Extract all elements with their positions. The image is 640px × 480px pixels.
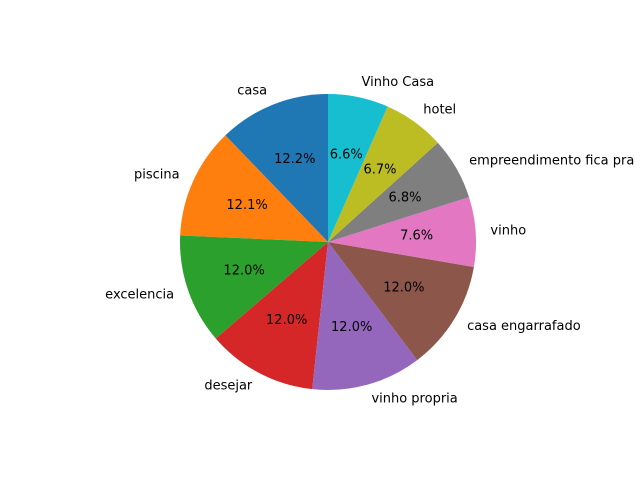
percent-label-casa-engarrafado: 12.0% (383, 281, 424, 296)
pie-slice-excelencia (180, 235, 328, 339)
percent-label-desejar: 12.0% (266, 313, 307, 328)
category-label-casa: casa (237, 84, 267, 99)
pie-slice-piscina (180, 135, 328, 242)
percent-label-casa: 12.2% (274, 152, 315, 167)
pie-slice-empreendimento-fica-pra (328, 142, 470, 242)
percent-label-vinho-casa: 6.6% (330, 148, 363, 163)
pie-slice-vinho-propria (312, 242, 418, 390)
category-label-vinho: vinho (490, 223, 526, 238)
pie-slice-desejar (215, 242, 328, 390)
category-label-piscina: piscina (134, 168, 180, 183)
percent-label-vinho-propria: 12.0% (331, 320, 372, 335)
pie-slice-casa-engarrafado (328, 242, 474, 361)
pie-slice-vinho (328, 197, 477, 267)
percent-label-hotel: 6.7% (363, 162, 396, 177)
category-label-vinho-propria: vinho propria (371, 391, 457, 406)
percent-label-excelencia: 12.0% (223, 264, 264, 279)
pie-slice-casa (225, 94, 328, 242)
percent-label-vinho: 7.6% (400, 228, 433, 243)
category-labels: casa piscina excelencia desejar vinho propri… (105, 75, 634, 406)
category-label-vinho-casa: Vinho Casa (362, 75, 435, 90)
pie-slice-vinho-casa (328, 94, 388, 242)
category-label-casa-engarrafado: casa engarrafado (467, 319, 581, 334)
pie-slices (180, 94, 477, 390)
category-label-empreendimento-fica-pra: empreendimento fica pra (469, 153, 634, 168)
category-label-excelencia: excelencia (105, 288, 174, 303)
percent-label-piscina: 12.1% (226, 198, 267, 213)
category-label-desejar: desejar (204, 379, 253, 394)
percent-label-empreendimento-fica-pra: 6.8% (388, 190, 421, 205)
percent-labels: 12.2% 12.1% 12.0% 12.0% 12.0% 12.0% 7.6% 6.8% 6.… (223, 148, 433, 335)
pie-slice-hotel (328, 106, 438, 242)
category-label-hotel: hotel (423, 102, 456, 117)
